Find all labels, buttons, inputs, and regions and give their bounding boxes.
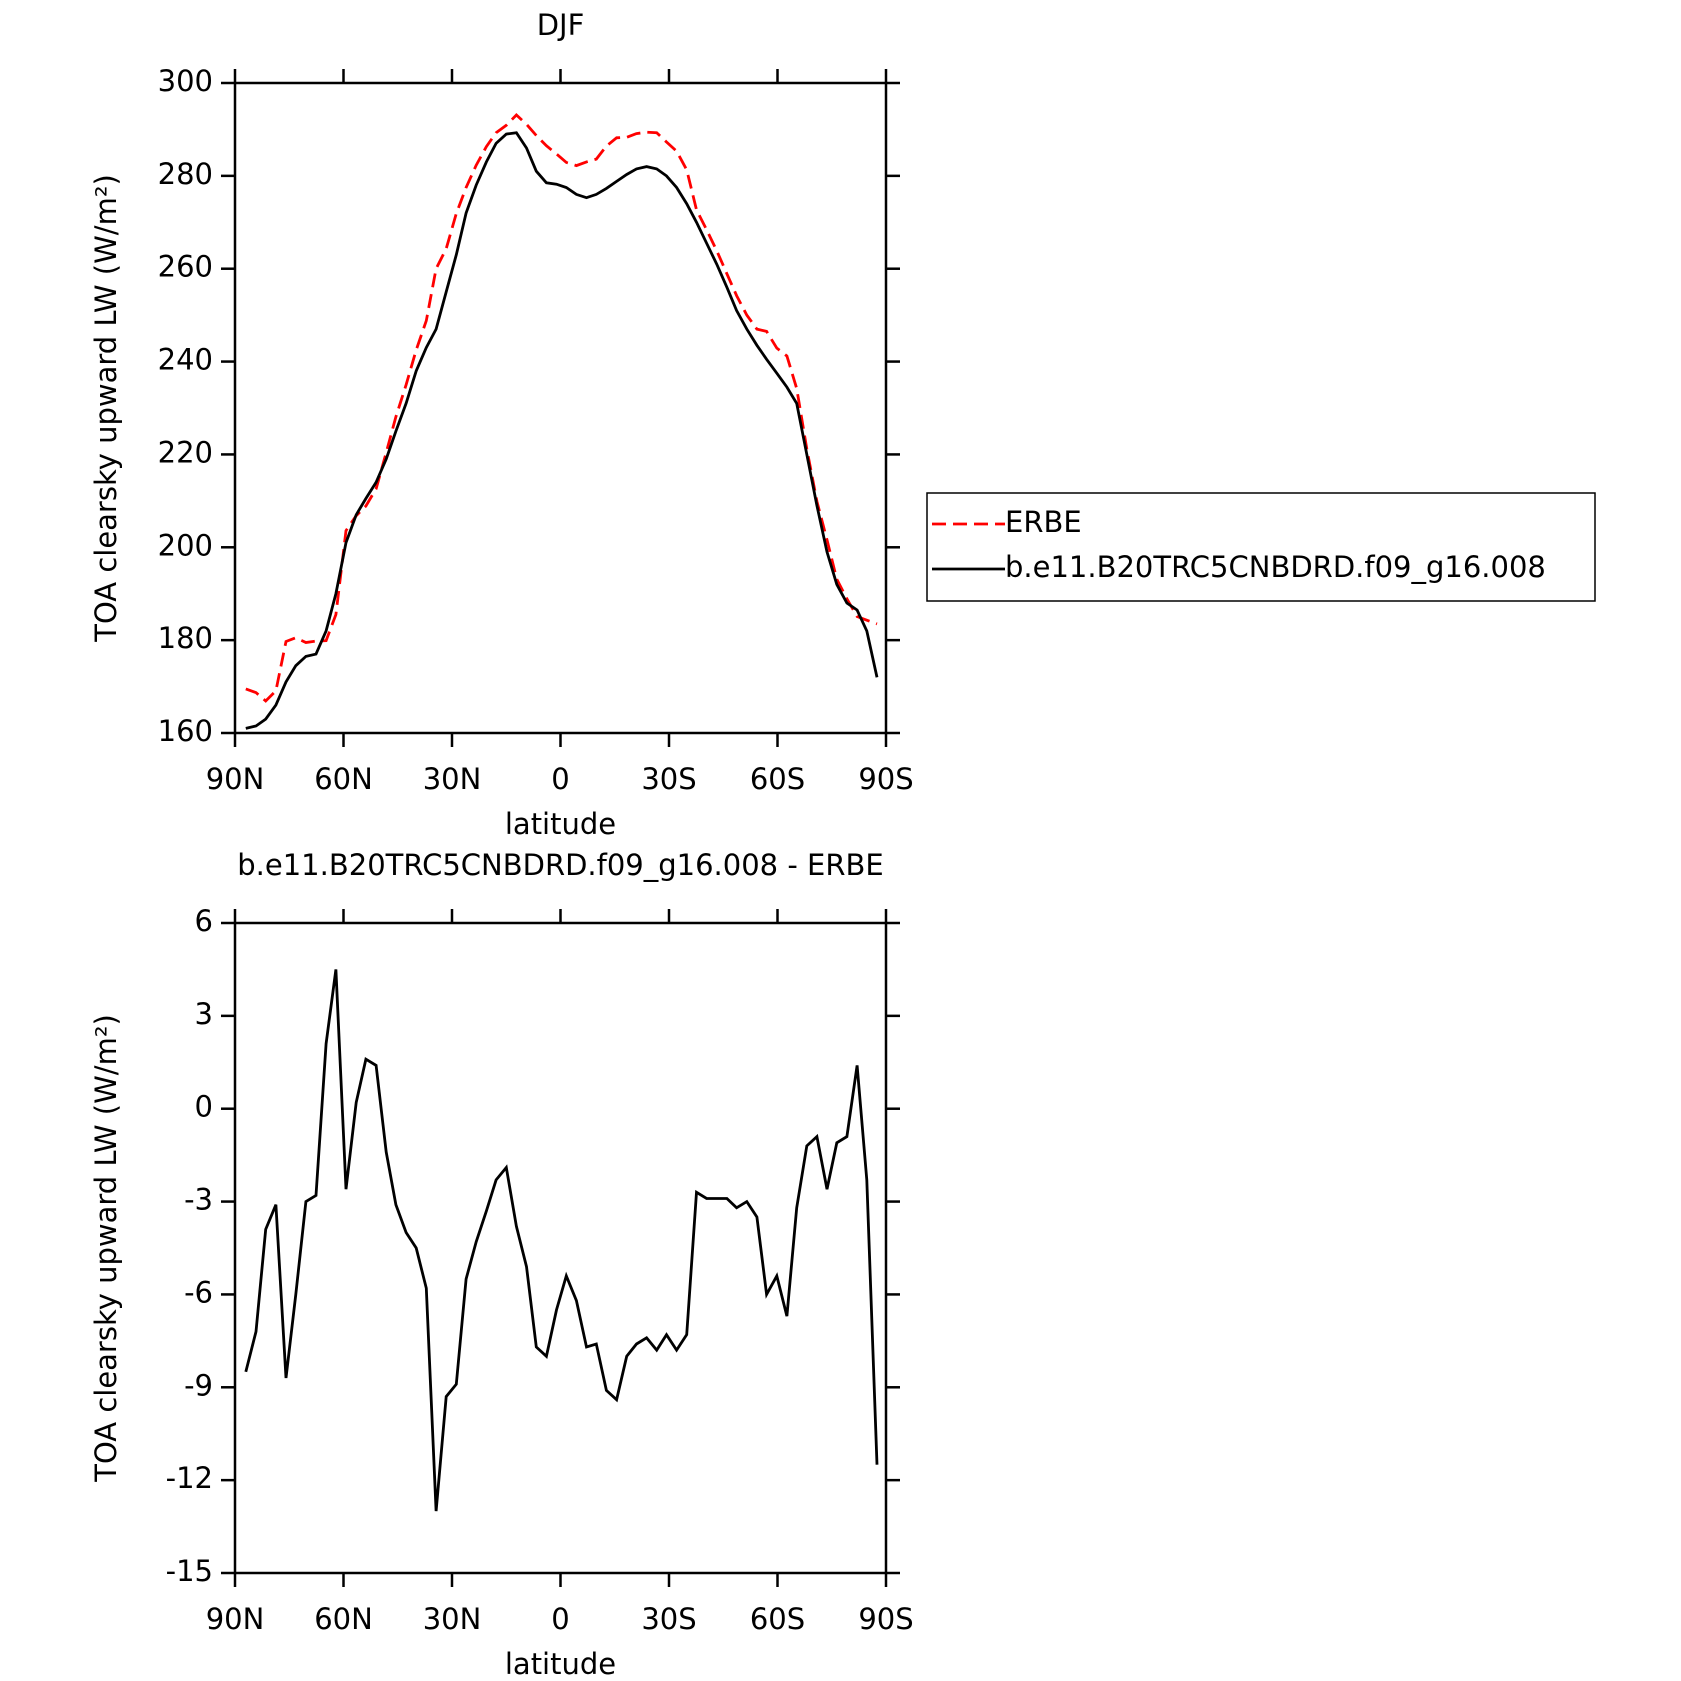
x-tick-label: 30S: [641, 762, 696, 796]
x-tick-label: 30N: [423, 1602, 482, 1636]
legend-label: ERBE: [1005, 505, 1082, 539]
y-tick-label: 220: [158, 435, 213, 469]
plot-frame: [233, 81, 888, 735]
y-tick-label: 6: [195, 904, 213, 938]
x-tick-label: 0: [551, 1602, 569, 1636]
y-axis-label: TOA clearsky upward LW (W/m²): [89, 174, 123, 643]
x-tick-label: 90N: [206, 762, 265, 796]
x-tick-label: 60N: [314, 762, 373, 796]
y-tick-label: -6: [184, 1275, 213, 1309]
y-tick-label: 200: [158, 528, 213, 562]
data-line: [245, 131, 879, 730]
x-tick-label: 30N: [423, 762, 482, 796]
legend-label: b.e11.B20TRC5CNBDRD.f09_g16.008: [1005, 550, 1546, 584]
y-tick-label: 160: [158, 714, 213, 748]
x-tick-label: 30S: [641, 1602, 696, 1636]
x-tick-label: 90N: [206, 1602, 265, 1636]
y-tick-label: -3: [184, 1183, 213, 1217]
y-tick-label: 180: [158, 621, 213, 655]
y-tick-label: 240: [158, 343, 213, 377]
y-tick-label: 280: [158, 157, 213, 191]
x-tick-label: 60S: [750, 1602, 805, 1636]
x-axis-label: latitude: [505, 807, 616, 841]
y-tick-label: -12: [166, 1461, 213, 1495]
data-line: [244, 969, 879, 1512]
legend-box: [926, 492, 1596, 602]
chart-title: b.e11.B20TRC5CNBDRD.f09_g16.008 - ERBE: [237, 848, 883, 882]
y-tick-label: 0: [195, 1090, 213, 1124]
plot-frame: [233, 921, 888, 1575]
y-tick-label: 300: [158, 64, 213, 98]
x-tick-label: 90S: [858, 1602, 913, 1636]
y-tick-label: -15: [166, 1554, 213, 1588]
data-line: [245, 113, 878, 703]
y-axis-label: TOA clearsky upward LW (W/m²): [89, 1014, 123, 1483]
x-tick-label: 90S: [858, 762, 913, 796]
y-tick-label: 3: [195, 997, 213, 1031]
x-tick-label: 60S: [750, 762, 805, 796]
y-tick-label: -9: [184, 1368, 213, 1402]
y-tick-label: 260: [158, 250, 213, 284]
x-tick-label: 60N: [314, 1602, 373, 1636]
chart-title: DJF: [537, 8, 585, 42]
x-tick-label: 0: [551, 762, 569, 796]
x-axis-label: latitude: [505, 1647, 616, 1681]
